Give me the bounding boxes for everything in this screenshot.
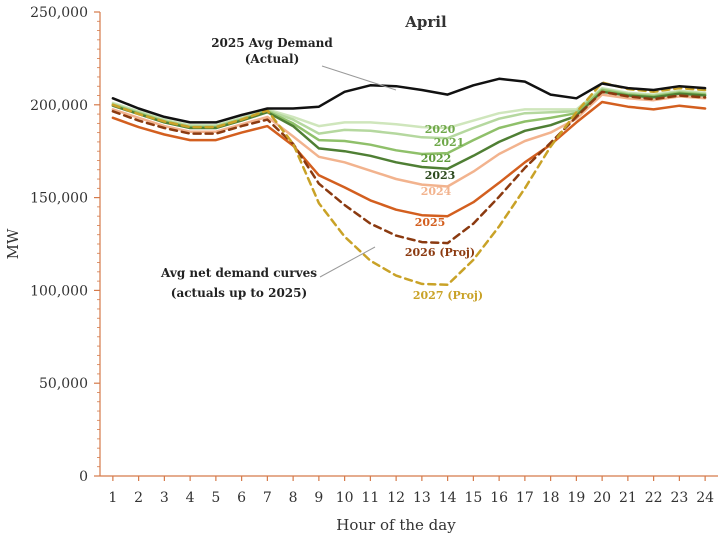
- x-tick-label: 6: [237, 490, 246, 506]
- x-tick-label: 15: [464, 490, 482, 506]
- x-tick-label: 2: [134, 490, 143, 506]
- x-tick-label: 3: [160, 490, 169, 506]
- series-line-2025-avg-demand-actual: [111, 77, 707, 124]
- series-label-2023: 2023: [425, 169, 456, 182]
- annotation-net-leader: [319, 246, 376, 278]
- series-group: [111, 77, 707, 287]
- x-tick-label: 19: [567, 490, 585, 506]
- annotation-demand-line1: 2025 Avg Demand: [211, 36, 333, 50]
- x-tick-label: 17: [516, 490, 534, 506]
- y-tick-label: 200,000: [30, 98, 88, 114]
- series-label-2027: 2027 (Proj): [413, 289, 483, 302]
- y-tick-label: 150,000: [30, 191, 88, 207]
- y-tick-label: 100,000: [30, 283, 88, 299]
- series-line-2026-proj: [111, 90, 707, 245]
- annotation-net-line2: (actuals up to 2025): [171, 286, 307, 300]
- x-tick-label: 13: [413, 490, 431, 506]
- x-tick-label: 16: [490, 490, 508, 506]
- x-tick-label: 9: [314, 490, 323, 506]
- x-tick-label: 7: [263, 490, 272, 506]
- series-label-2026: 2026 (Proj): [405, 246, 475, 259]
- y-minor-ticks: [97, 20, 100, 468]
- x-tick-label: 8: [289, 490, 298, 506]
- x-tick-label: 24: [696, 490, 714, 506]
- x-tick-label: 1: [108, 490, 117, 506]
- x-tick-label: 18: [542, 490, 560, 506]
- x-tick-label: 23: [670, 490, 688, 506]
- series-line-2024: [111, 93, 707, 188]
- x-tick-label: 11: [361, 490, 379, 506]
- series-label-2020: 2020: [425, 123, 456, 136]
- annotation-demand-leader: [321, 65, 397, 91]
- y-tick-label: 0: [79, 469, 88, 485]
- series-label-2025: 2025: [415, 216, 446, 229]
- series-label-2021: 2021: [434, 136, 465, 149]
- x-axis-title: Hour of the day: [336, 516, 456, 534]
- y-ticks: 0 50,000 100,000 150,000 200,000 250,000: [30, 5, 100, 485]
- y-axis-title: MW: [4, 228, 22, 259]
- x-ticks: 1 2 3 4 5 6 7 8 9 10 11 12 13 14 15 16 17 18 19 20 21 22 23 24: [108, 476, 714, 506]
- x-tick-label: 5: [211, 490, 220, 506]
- x-tick-label: 4: [186, 490, 195, 506]
- annotation-demand-line2: (Actual): [245, 52, 300, 66]
- annotation-net-line1: Avg net demand curves: [160, 266, 317, 280]
- series-line-2025: [111, 100, 707, 218]
- x-tick-label: 21: [619, 490, 637, 506]
- y-tick-label: 250,000: [30, 5, 88, 21]
- x-tick-label: 20: [593, 490, 611, 506]
- series-label-2024: 2024: [421, 185, 452, 198]
- x-tick-label: 22: [645, 490, 663, 506]
- chart-title: April: [404, 13, 447, 31]
- x-tick-label: 14: [439, 490, 457, 506]
- x-tick-label: 10: [336, 490, 354, 506]
- series-label-2022: 2022: [421, 152, 452, 165]
- y-tick-label: 50,000: [39, 376, 88, 392]
- x-tick-label: 12: [387, 490, 405, 506]
